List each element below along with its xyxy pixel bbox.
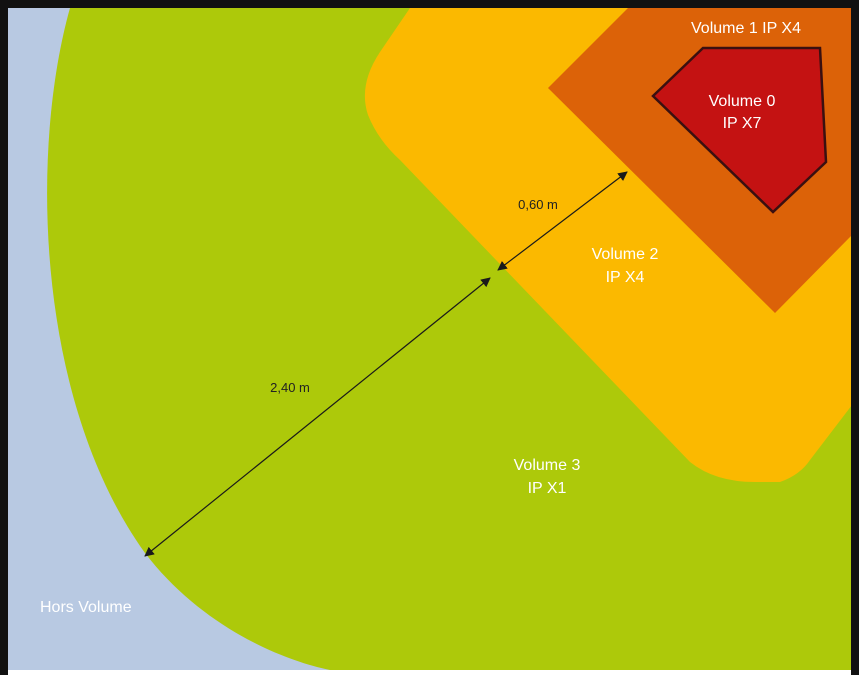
volume-2-rating: IP X4 bbox=[606, 269, 645, 286]
dimension-label-inner: 0,60 m bbox=[518, 197, 558, 212]
volume-0-zone bbox=[651, 46, 828, 214]
dimension-arrow-outer bbox=[144, 277, 491, 557]
dimension-label-outer: 2,40 m bbox=[270, 380, 310, 395]
volume-3-name: Volume 3 bbox=[514, 457, 581, 474]
volume-1-label: Volume 1 IP X4 bbox=[691, 20, 801, 37]
outside-label: Hors Volume bbox=[40, 599, 132, 616]
volume-2-name: Volume 2 bbox=[592, 246, 659, 263]
dimension-arrow-inner bbox=[497, 171, 628, 271]
volume-0-name: Volume 0 bbox=[709, 93, 776, 110]
volume-0-rating: IP X7 bbox=[723, 115, 762, 132]
volume-3-rating: IP X1 bbox=[528, 480, 567, 497]
